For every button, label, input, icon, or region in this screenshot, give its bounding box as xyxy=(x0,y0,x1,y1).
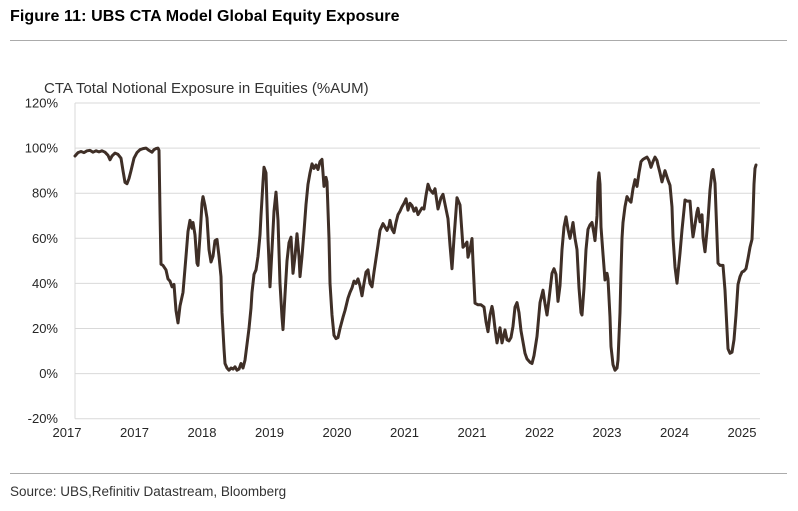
y-axis-tick-label: 20% xyxy=(32,321,58,336)
y-axis-tick-label: 60% xyxy=(32,231,58,246)
title-divider xyxy=(10,40,787,41)
y-axis-tick-label: 40% xyxy=(32,276,58,291)
x-axis-tick-label: 2019 xyxy=(255,425,284,440)
x-axis-tick-label: 2025 xyxy=(728,425,757,440)
y-axis-tick-label: 120% xyxy=(25,96,59,111)
x-axis-tick-label: 2022 xyxy=(525,425,554,440)
x-axis-tick-label: 2017 xyxy=(53,425,82,440)
x-axis-tick-label: 2021 xyxy=(390,425,419,440)
source-note: Source: UBS,Refinitiv Datastream, Bloomb… xyxy=(10,484,287,499)
x-axis-tick-label: 2018 xyxy=(188,425,217,440)
y-axis-tick-label: 100% xyxy=(25,141,59,156)
y-axis-tick-label: 0% xyxy=(39,366,58,381)
x-axis-tick-label: 2024 xyxy=(660,425,689,440)
figure-title: Figure 11: UBS CTA Model Global Equity E… xyxy=(10,8,400,25)
exposure-line xyxy=(73,146,758,372)
x-axis-tick-label: 2017 xyxy=(120,425,149,440)
x-axis-tick-label: 2020 xyxy=(323,425,352,440)
source-divider xyxy=(10,473,787,474)
chart-title: CTA Total Notional Exposure in Equities … xyxy=(44,80,369,97)
x-axis-tick-label: 2021 xyxy=(458,425,487,440)
y-axis-tick-label: 80% xyxy=(32,186,58,201)
y-axis-tick-label: -20% xyxy=(28,411,59,426)
x-axis-tick-label: 2023 xyxy=(593,425,622,440)
